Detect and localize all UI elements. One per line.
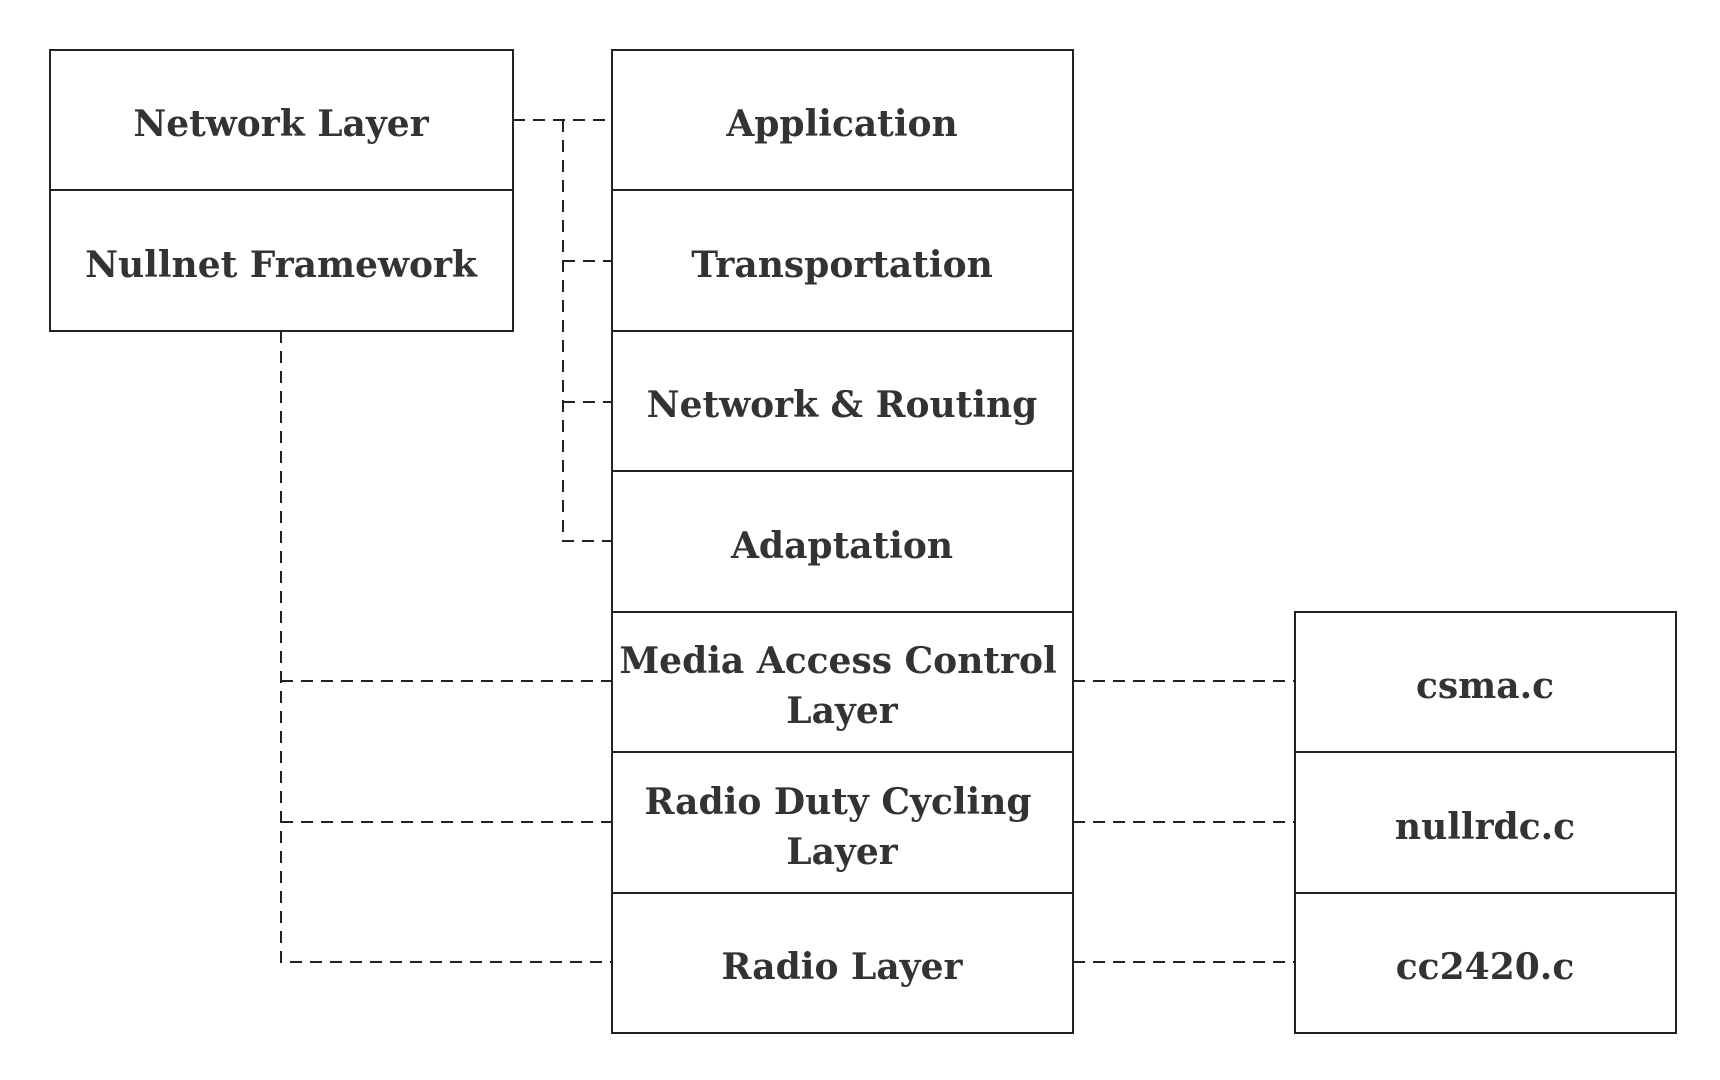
right-stack: csma.c nullrdc.c cc2420.c [1294,611,1677,1034]
network-layer-label: Network Layer [133,103,429,145]
connector-nullnet-to-lower-stack [280,331,612,963]
connector-network-layer-to-upper-stack [513,119,612,542]
adaptation-label: Adaptation [730,525,953,567]
application-label: Application [725,103,957,145]
nullnet-framework-label: Nullnet Framework [85,244,478,286]
network-routing-label: Network & Routing [647,384,1038,426]
rdc-layer-label-line-2: Layer [786,831,898,873]
connectors [280,119,1295,963]
transportation-label: Transportation [691,244,993,286]
csma-label: csma.c [1416,665,1554,707]
cc2420-label: cc2420.c [1396,946,1575,988]
left-stack: Network Layer Nullnet Framework [49,49,514,332]
center-stack: Application Transportation Network & Rou… [611,49,1074,1034]
right-stack-frame [1294,611,1677,1034]
rdc-layer-label-line-1: Radio Duty Cycling [644,781,1031,823]
mac-layer-label-line-2: Layer [786,690,898,732]
radio-layer-label: Radio Layer [722,946,964,988]
nullrdc-label: nullrdc.c [1395,806,1575,848]
center-stack-frame [611,49,1074,1034]
mac-layer-label-line-1: Media Access Control [619,640,1056,682]
